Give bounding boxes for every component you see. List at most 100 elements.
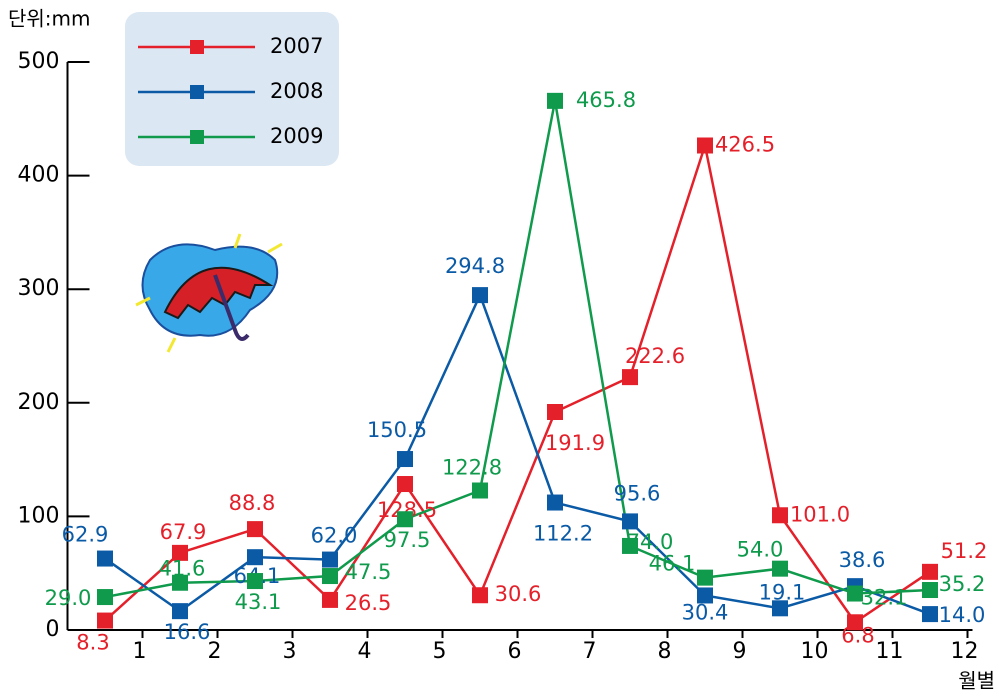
data-label: 222.6 bbox=[625, 344, 685, 368]
data-marker bbox=[247, 573, 263, 590]
legend-box bbox=[125, 12, 339, 166]
data-marker bbox=[922, 563, 938, 580]
data-label: 122.8 bbox=[442, 455, 502, 479]
data-label: 97.5 bbox=[384, 528, 431, 552]
y-tick-label: 100 bbox=[18, 503, 60, 528]
data-marker bbox=[472, 482, 488, 499]
data-marker bbox=[547, 92, 563, 109]
x-tick-label: 11 bbox=[876, 639, 904, 664]
data-marker bbox=[247, 521, 263, 538]
legend-marker bbox=[190, 130, 204, 144]
x-tick-label: 3 bbox=[283, 639, 297, 664]
legend-label: 2007 bbox=[270, 34, 323, 58]
data-label: 54.0 bbox=[737, 538, 784, 562]
data-marker bbox=[472, 287, 488, 304]
data-label: 43.1 bbox=[235, 590, 282, 614]
data-label: 74.0 bbox=[627, 530, 674, 554]
data-marker bbox=[97, 550, 113, 567]
data-marker bbox=[547, 404, 563, 421]
data-marker bbox=[697, 587, 713, 604]
data-marker bbox=[922, 606, 938, 623]
data-marker bbox=[397, 476, 413, 493]
data-label: 6.8 bbox=[841, 623, 874, 647]
y-tick-label: 300 bbox=[18, 276, 60, 301]
data-marker bbox=[772, 600, 788, 617]
y-tick-label: 400 bbox=[18, 163, 60, 188]
series-line bbox=[104, 140, 931, 624]
data-marker bbox=[697, 569, 713, 586]
x-tick-label: 1 bbox=[133, 639, 147, 664]
data-marker bbox=[397, 511, 413, 528]
x-axis-label: 월별 bbox=[958, 669, 995, 693]
data-label: 14.0 bbox=[939, 603, 986, 627]
data-label: 62.9 bbox=[62, 523, 109, 547]
data-marker bbox=[622, 537, 638, 554]
data-marker bbox=[697, 137, 713, 154]
data-label: 19.1 bbox=[759, 580, 806, 604]
data-marker bbox=[622, 369, 638, 386]
y-tick-label: 500 bbox=[18, 49, 60, 74]
data-marker bbox=[472, 587, 488, 604]
data-marker bbox=[622, 513, 638, 530]
data-label: 30.4 bbox=[682, 600, 729, 624]
data-marker bbox=[772, 507, 788, 524]
y-tick-label: 0 bbox=[46, 617, 60, 642]
data-marker bbox=[247, 549, 263, 566]
data-label: 95.6 bbox=[614, 481, 661, 505]
data-label: 8.3 bbox=[76, 631, 109, 655]
data-label: 38.6 bbox=[839, 548, 886, 572]
data-label: 46.1 bbox=[649, 552, 696, 576]
y-tick-label: 200 bbox=[18, 390, 60, 415]
data-marker bbox=[847, 585, 863, 602]
data-label: 62.0 bbox=[311, 524, 358, 548]
data-label: 88.8 bbox=[229, 491, 276, 515]
data-label: 112.2 bbox=[533, 522, 593, 546]
legend-label: 2009 bbox=[270, 124, 323, 148]
x-tick-label: 10 bbox=[801, 639, 829, 664]
data-label: 294.8 bbox=[445, 254, 505, 278]
legend-marker bbox=[190, 85, 204, 99]
data-marker bbox=[322, 568, 338, 585]
data-marker bbox=[172, 544, 188, 561]
data-marker bbox=[547, 494, 563, 511]
data-label: 465.8 bbox=[576, 88, 636, 112]
data-label: 426.5 bbox=[715, 132, 775, 156]
data-label: 16.6 bbox=[164, 620, 211, 644]
data-marker bbox=[397, 451, 413, 468]
data-label: 67.9 bbox=[160, 520, 207, 544]
data-label: 191.9 bbox=[545, 431, 605, 455]
x-tick-label: 9 bbox=[733, 639, 747, 664]
x-tick-label: 4 bbox=[358, 639, 372, 664]
data-marker bbox=[847, 614, 863, 631]
data-label: 47.5 bbox=[345, 560, 392, 584]
x-tick-label: 6 bbox=[508, 639, 522, 664]
data-label: 30.6 bbox=[495, 582, 542, 606]
data-label: 35.2 bbox=[939, 572, 986, 596]
umbrella-clipart bbox=[135, 233, 283, 353]
data-label: 51.2 bbox=[941, 539, 988, 563]
data-marker bbox=[97, 612, 113, 629]
x-tick-label: 8 bbox=[658, 639, 672, 664]
data-label: 101.0 bbox=[790, 502, 850, 526]
data-marker bbox=[772, 560, 788, 577]
legend-label: 2008 bbox=[270, 79, 323, 103]
data-label: 150.5 bbox=[367, 418, 427, 442]
x-tick-label: 2 bbox=[208, 639, 222, 664]
data-label: 41.6 bbox=[159, 557, 206, 581]
data-label: 32.1 bbox=[861, 586, 908, 610]
x-tick-label: 5 bbox=[433, 639, 447, 664]
data-marker bbox=[322, 551, 338, 568]
data-label: 29.0 bbox=[45, 586, 92, 610]
legend-marker bbox=[190, 40, 204, 54]
unit-label: 단위:mm bbox=[8, 7, 91, 31]
data-marker bbox=[322, 591, 338, 608]
data-marker bbox=[922, 582, 938, 599]
series-line bbox=[104, 100, 931, 599]
x-tick-label: 7 bbox=[583, 639, 597, 664]
data-marker bbox=[172, 603, 188, 620]
data-label: 26.5 bbox=[345, 591, 392, 615]
series-line bbox=[104, 291, 931, 616]
data-marker bbox=[97, 589, 113, 606]
data-marker bbox=[172, 574, 188, 591]
